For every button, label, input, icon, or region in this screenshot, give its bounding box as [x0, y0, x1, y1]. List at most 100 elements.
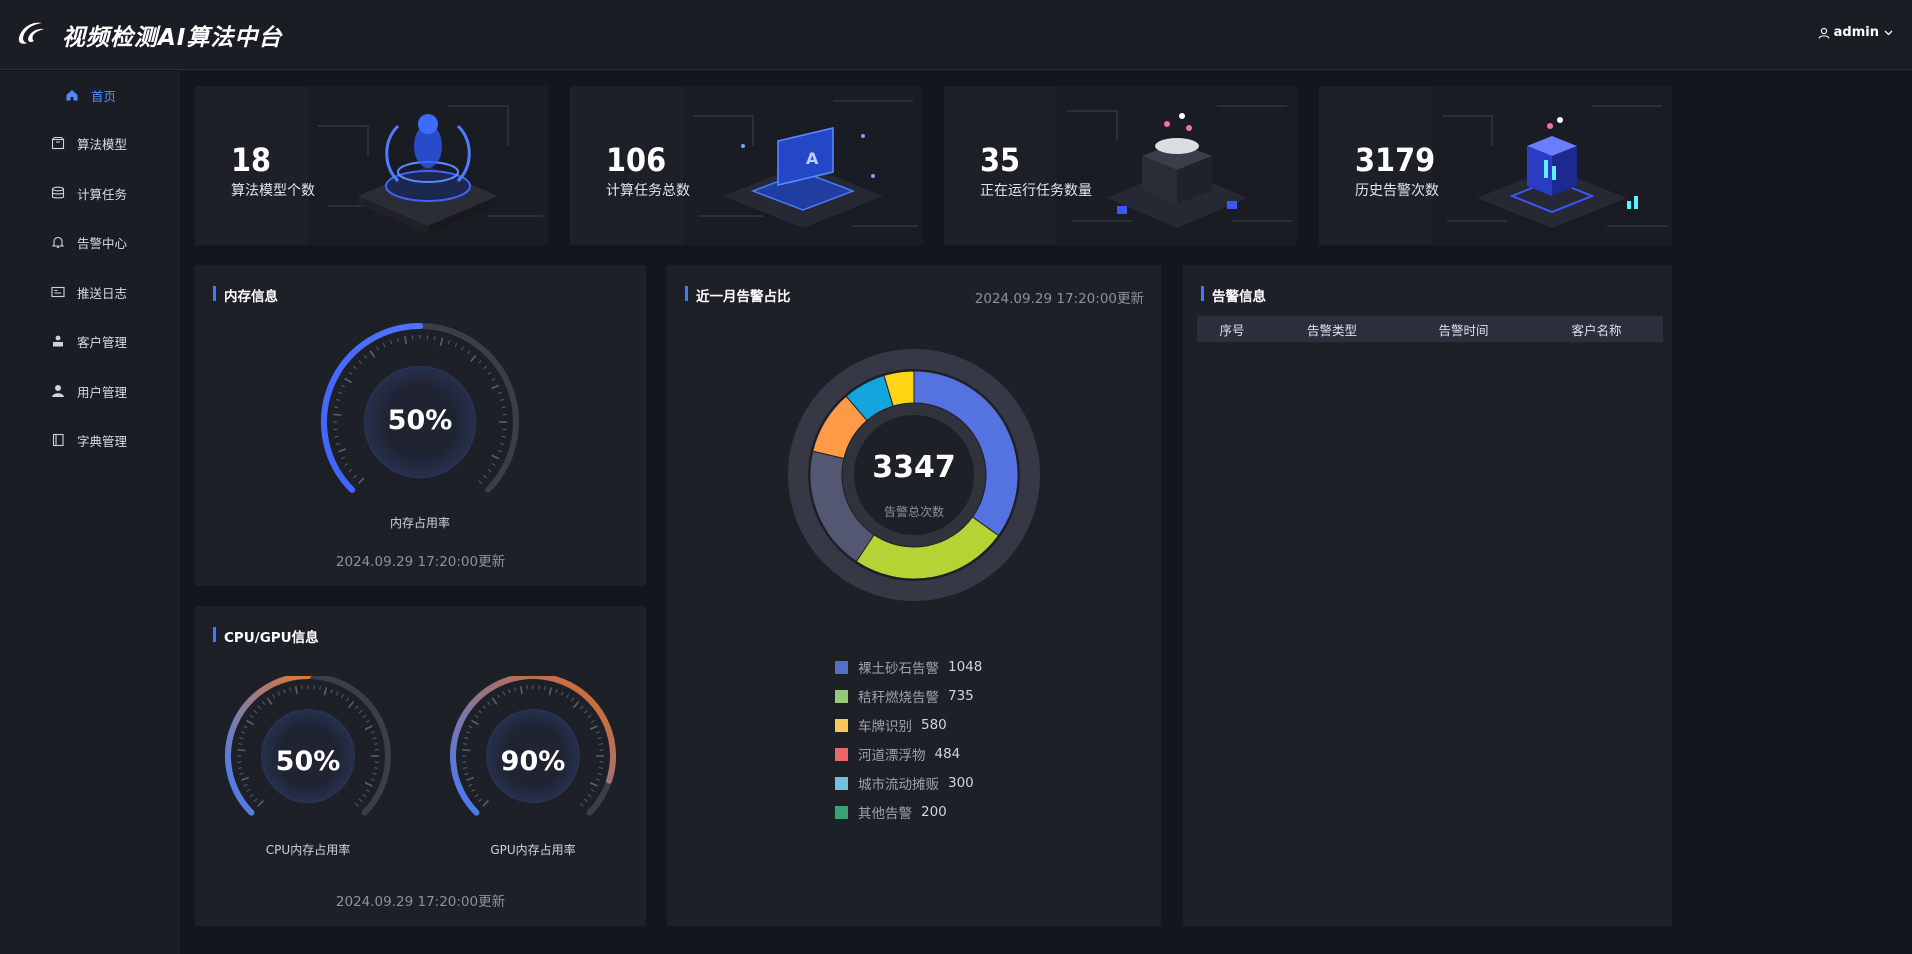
gauge-tick [338, 391, 343, 395]
legend-label: 裸土砂石告警 [858, 661, 939, 677]
gauge-tick [462, 743, 468, 745]
gauge-tick [474, 794, 479, 798]
gauge-tick [370, 778, 375, 781]
cpu-gauge [225, 676, 391, 816]
gauge-tick [497, 694, 500, 699]
gauge-tick [335, 442, 340, 446]
gauge-tick [246, 719, 254, 726]
gauge-value: 50% [275, 746, 341, 777]
alarm-donut-chart [788, 349, 1040, 601]
top-bar: 视频检测AI算法中台 admin [0, 0, 1912, 70]
legend-value: 484 [934, 746, 961, 762]
sidebar-item-label: 用户管理 [77, 384, 128, 400]
legend-swatch [835, 805, 848, 819]
gauge-tick [487, 469, 492, 473]
stat-label: 算法模型个数 [231, 183, 315, 199]
sidebar-item-label: 字典管理 [77, 433, 128, 449]
legend-item[interactable]: 其他告警 200 [835, 802, 947, 822]
stat-value: 3179 [1355, 141, 1436, 179]
gauge-tick [241, 731, 246, 734]
sidebar-item-models[interactable]: 算法模型 [0, 128, 180, 158]
alarm-ratio-panel: 近一月告警占比 2024.09.29 17:20:00更新 3347 告警总次数… [667, 265, 1161, 926]
gpu-gauge [450, 676, 616, 816]
panel-title: 内存信息 [213, 285, 278, 305]
legend-swatch [835, 718, 848, 732]
gauge-tick [478, 709, 482, 714]
gauge-tick [266, 697, 273, 705]
updated-time: 2024.09.29 17:20:00更新 [974, 291, 1144, 307]
hologram-illustration [308, 86, 548, 245]
sidebar-item-dictionary[interactable]: 字典管理 [0, 425, 180, 455]
gauge-tick [597, 772, 602, 775]
gauge-tick [548, 687, 553, 696]
gauge-tick [341, 694, 344, 699]
column-header: 客户名称 [1571, 322, 1622, 338]
sidebar-item-users[interactable]: 用户管理 [0, 376, 180, 406]
gauge-tick [337, 448, 347, 453]
gauge-tick [261, 701, 266, 705]
legend-label: 车牌识别 [858, 719, 912, 735]
gauge-tick [447, 340, 451, 345]
sidebar-item-push-log[interactable]: 推送日志 [0, 277, 180, 307]
legend-item[interactable]: 河道漂浮物 484 [835, 744, 960, 764]
donut-outer-ring [788, 349, 1040, 601]
gauge-tick [478, 480, 482, 484]
gauge-tick [598, 743, 604, 745]
gauge-tick [595, 778, 600, 781]
gauge-tick [353, 474, 357, 479]
stat-label: 计算任务总数 [606, 183, 690, 199]
user-icon [51, 384, 65, 398]
gauge-tick [257, 799, 265, 807]
panel-title: CPU/GPU信息 [213, 626, 319, 646]
sidebar-item-alarms[interactable]: 告警中心 [0, 227, 180, 257]
gauge-tick [468, 783, 473, 787]
sidebar-item-customers[interactable]: 客户管理 [0, 326, 180, 356]
gauge-tick [478, 360, 482, 364]
gauge-tick [501, 435, 506, 438]
gauge-tick [249, 714, 254, 718]
gauge-tick [497, 449, 502, 453]
gauge-tick [277, 691, 281, 696]
legend-label: 河道漂浮物 [858, 748, 926, 764]
cube-illustration [1432, 86, 1672, 245]
user-menu[interactable]: admin [1818, 25, 1894, 40]
legend-item[interactable]: 裸土砂石告警 1048 [835, 657, 982, 677]
gauge-tick [571, 697, 575, 702]
donut-slice[interactable] [883, 370, 915, 407]
sidebar-item-label: 计算任务 [77, 186, 128, 202]
legend-item[interactable]: 车牌识别 580 [835, 715, 947, 735]
gauge-tick [482, 705, 486, 709]
gauge-tick [483, 365, 487, 370]
user-icon [1818, 27, 1830, 39]
legend-swatch [835, 747, 848, 761]
gauge-tick [344, 463, 349, 466]
gauge-tick [340, 456, 345, 460]
sidebar-item-home[interactable]: 首页 [0, 80, 180, 110]
gauge-tick [598, 767, 604, 769]
gauge-tick [584, 798, 588, 803]
gauge-tick [333, 413, 342, 416]
gauge-tick [348, 469, 353, 473]
gauge-tick [433, 336, 436, 341]
legend-value: 1048 [948, 659, 983, 675]
gauge-tick [404, 336, 408, 345]
logo-icon [18, 22, 44, 44]
gauge-tick [491, 378, 496, 381]
sidebar-item-tasks[interactable]: 计算任务 [0, 178, 180, 208]
gauge-tick [372, 772, 377, 775]
gauge-tick [467, 350, 471, 355]
gauge-tick [454, 342, 458, 347]
gauge-tick [464, 772, 469, 775]
donut-total-label: 告警总次数 [883, 505, 944, 519]
gauge-tick [382, 342, 386, 347]
gauge-tick [519, 685, 523, 695]
gauge-tick [487, 371, 492, 375]
gauge-center [486, 709, 580, 803]
legend-item[interactable]: 秸秆燃烧告警 735 [835, 686, 974, 706]
gauge-tick [589, 781, 598, 787]
cpu-gpu-panel: CPU/GPU信息 50% CPU内存占用率 90% GPU内存占用率 2024… [195, 606, 646, 926]
gauge-tick [243, 783, 248, 787]
gauge-tick [471, 719, 479, 726]
legend-item[interactable]: 城市流动摊贩 300 [835, 773, 974, 793]
gauge-tick [237, 767, 243, 769]
